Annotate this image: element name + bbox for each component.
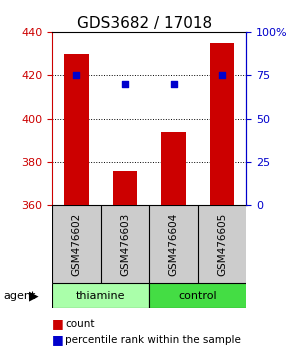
Text: ▶: ▶ <box>28 289 38 302</box>
Text: GSM476602: GSM476602 <box>72 213 81 276</box>
Bar <box>64 53 89 205</box>
Point <box>171 81 176 87</box>
Point <box>74 72 79 78</box>
Text: thiamine: thiamine <box>76 291 126 301</box>
Bar <box>210 43 234 205</box>
Text: control: control <box>179 291 217 301</box>
Text: GSM476603: GSM476603 <box>120 213 130 276</box>
Text: percentile rank within the sample: percentile rank within the sample <box>65 335 241 345</box>
Text: GSM476604: GSM476604 <box>169 213 179 276</box>
Text: GDS3682 / 17018: GDS3682 / 17018 <box>77 16 213 30</box>
Bar <box>52 283 149 308</box>
Point <box>220 72 224 78</box>
Text: ■: ■ <box>52 333 64 346</box>
Text: GSM476605: GSM476605 <box>217 213 227 276</box>
Point <box>123 81 127 87</box>
Text: agent: agent <box>3 291 35 301</box>
Text: ■: ■ <box>52 318 64 330</box>
Text: count: count <box>65 319 95 329</box>
Bar <box>162 132 186 205</box>
Bar <box>113 171 137 205</box>
Bar <box>149 283 246 308</box>
